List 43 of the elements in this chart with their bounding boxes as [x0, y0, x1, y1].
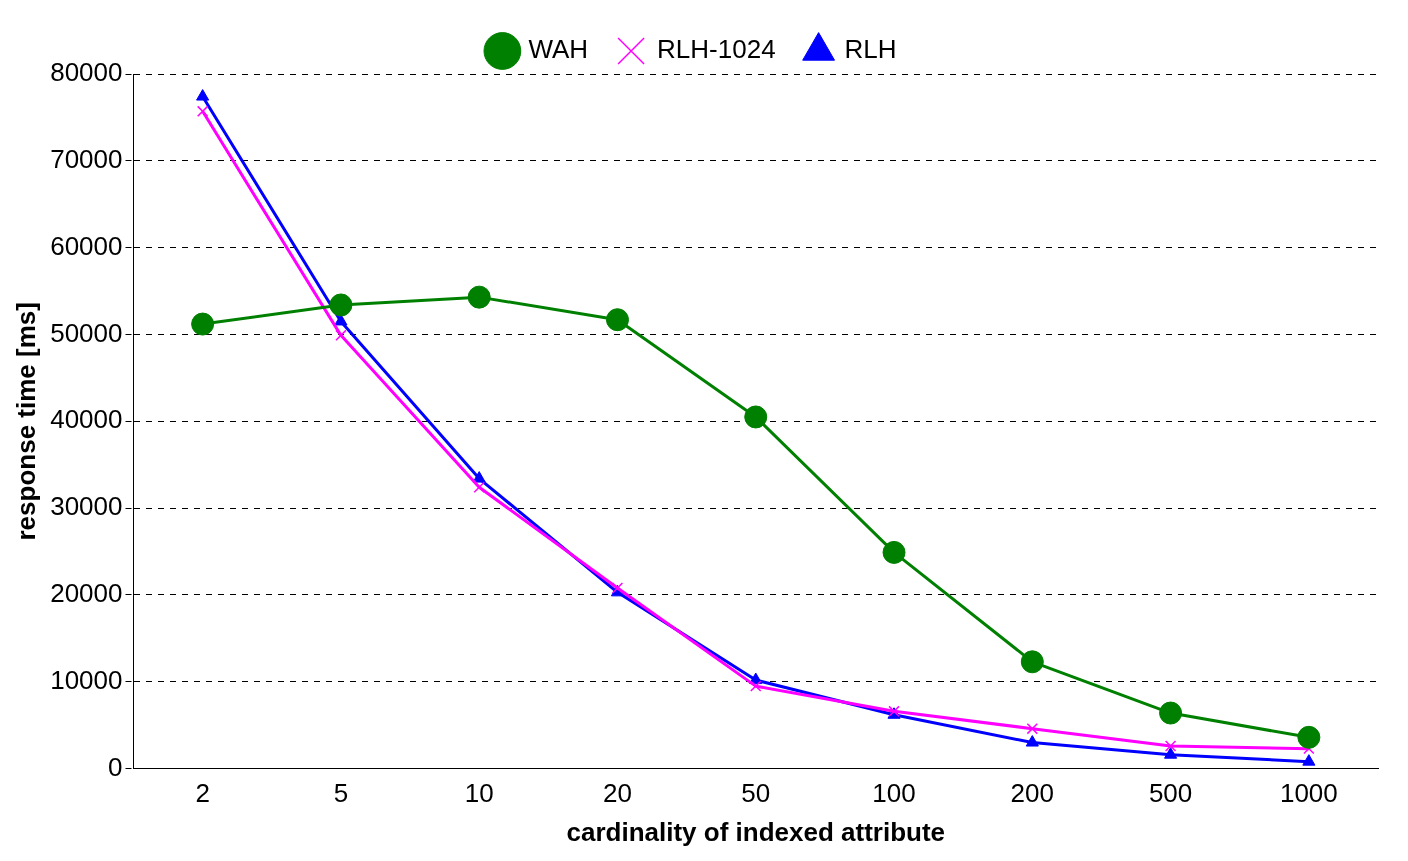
y-tick-label: 70000: [50, 144, 123, 174]
x-tick-label: 1000: [1279, 778, 1338, 809]
point: [472, 471, 486, 483]
point: [750, 680, 762, 692]
legend-label: RLH: [844, 34, 897, 65]
point: [196, 105, 209, 118]
point: [744, 405, 768, 429]
point: [1297, 725, 1321, 749]
point: [1159, 701, 1183, 725]
point: [335, 329, 347, 342]
x-tick-label: 20: [603, 778, 632, 809]
y-tick-label: 60000: [50, 230, 123, 261]
x-tick-label: 10: [464, 778, 494, 809]
point: [196, 89, 210, 101]
point: [1302, 754, 1316, 766]
legend-label: WAH: [528, 34, 589, 65]
y-tick-label: 10000: [50, 664, 123, 695]
x-tick-label: 2: [195, 778, 210, 809]
point: [191, 312, 215, 336]
x-tick-label: 50: [741, 778, 771, 809]
y-tick-label: 30000: [50, 491, 123, 522]
point: [882, 540, 906, 564]
y-tick-label: 80000: [50, 57, 123, 88]
x-axis-title: cardinality of indexed attribute: [566, 816, 946, 847]
point: [605, 308, 629, 332]
x-tick-label: 500: [1148, 778, 1193, 809]
y-tick-label: 40000: [50, 404, 123, 435]
point: [1164, 747, 1178, 759]
y-tick-label: 0: [108, 751, 123, 782]
point: [1020, 650, 1044, 674]
y-tick-label: 20000: [50, 578, 123, 609]
point: [467, 285, 491, 309]
legend-label: RLH-1024: [657, 34, 776, 65]
x-tick-label: 5: [333, 778, 349, 809]
point: [329, 293, 353, 317]
point: [473, 481, 485, 493]
y-axis-title: response time [ms]: [10, 302, 41, 541]
x-tick-label: 100: [872, 778, 916, 809]
point: [1025, 735, 1039, 747]
y-tick-label: 50000: [50, 317, 123, 348]
point: [1164, 740, 1177, 752]
x-tick-label: 200: [1010, 778, 1054, 809]
point: [1026, 722, 1039, 735]
